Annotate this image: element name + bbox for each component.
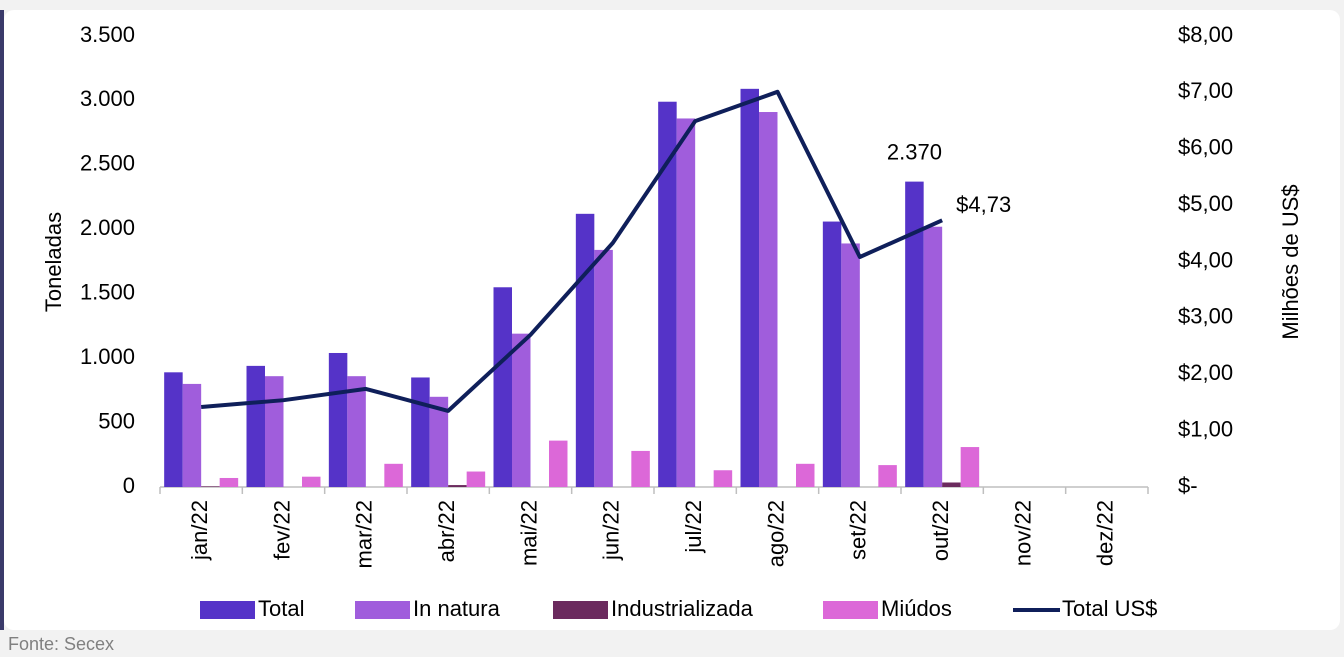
bar: [841, 243, 860, 487]
legend-label: Total: [258, 596, 304, 621]
y2-tick-label: $5,00: [1178, 191, 1233, 216]
bar: [631, 450, 650, 487]
bar: [219, 477, 239, 487]
bar: [549, 440, 568, 487]
bar: [265, 376, 284, 487]
y2-tick-label: $6,00: [1178, 135, 1233, 160]
bar: [796, 463, 815, 487]
legend-swatch: [553, 601, 608, 619]
y-tick-label: 1.500: [80, 280, 135, 305]
y-tick-label: 2.500: [80, 151, 135, 176]
y2-tick-label: $8,00: [1178, 22, 1233, 47]
bar: [493, 287, 512, 487]
bar: [466, 471, 486, 487]
legend-swatch: [200, 601, 255, 619]
bar: [878, 465, 897, 487]
y2-tick-label: $7,00: [1178, 78, 1233, 103]
x-tick-label: set/22: [846, 500, 871, 560]
bar: [411, 377, 430, 487]
x-tick-label: nov/22: [1010, 500, 1035, 566]
legend-label: Total US$: [1062, 596, 1157, 621]
y-tick-label: 3.000: [80, 86, 135, 111]
bar: [676, 118, 696, 488]
x-tick-label: ago/22: [763, 500, 788, 567]
bar: [759, 112, 778, 488]
y-tick-label: 500: [98, 408, 135, 433]
y-tick-label: 1.000: [80, 344, 135, 369]
bar: [575, 213, 595, 487]
bar: [201, 486, 220, 487]
bar: [384, 463, 403, 487]
y2-axis-title: Milhões de US$: [1278, 184, 1303, 339]
bar: [942, 482, 961, 487]
bar: [923, 226, 943, 488]
bar: [960, 447, 980, 487]
y-axis-title: Toneladas: [41, 212, 66, 312]
legend-swatch: [823, 601, 878, 619]
bar: [822, 221, 842, 487]
bar: [905, 181, 924, 487]
bar: [713, 470, 733, 487]
x-tick-label: out/22: [928, 500, 953, 561]
bar: [328, 352, 348, 487]
bar: [347, 376, 366, 487]
source: Fonte: Secex: [8, 634, 114, 654]
y-tick-label: 3.500: [80, 22, 135, 47]
y2-tick-label: $-: [1178, 473, 1198, 498]
bar: [164, 372, 183, 487]
y2-tick-label: $4,00: [1178, 247, 1233, 272]
x-tick-label: jan/22: [187, 500, 212, 561]
line: [201, 89, 943, 413]
legend-label: In natura: [413, 596, 501, 621]
y2-tick-label: $2,00: [1178, 360, 1233, 385]
bar: [302, 476, 321, 487]
bar: [182, 383, 202, 487]
legend-swatch: [355, 601, 410, 619]
y-tick-label: 0: [123, 473, 135, 498]
x-tick-label: jun/22: [599, 500, 624, 561]
x-tick-label: abr/22: [434, 500, 459, 562]
y2-tick-label: $1,00: [1178, 416, 1233, 441]
left-edge: [0, 10, 4, 630]
bar: [740, 88, 759, 488]
bar: [429, 396, 449, 487]
legend-label: Industrializada: [611, 596, 754, 621]
y-tick-label: 2.000: [80, 215, 135, 240]
y2-tick-label: $3,00: [1178, 304, 1233, 329]
bar: [658, 101, 677, 488]
bar: [512, 333, 531, 487]
x-tick-label: dez/22: [1093, 500, 1118, 566]
x-tick-label: fev/22: [269, 500, 294, 560]
data-label: 2.370: [887, 139, 942, 164]
legend-label: Miúdos: [881, 596, 952, 621]
x-tick-label: mar/22: [352, 500, 377, 568]
bar: [448, 485, 467, 487]
x-tick-label: jul/22: [681, 500, 706, 554]
bar: [594, 249, 613, 487]
data-label: $4,73: [956, 192, 1011, 217]
bar: [246, 365, 265, 487]
x-tick-label: mai/22: [516, 500, 541, 566]
